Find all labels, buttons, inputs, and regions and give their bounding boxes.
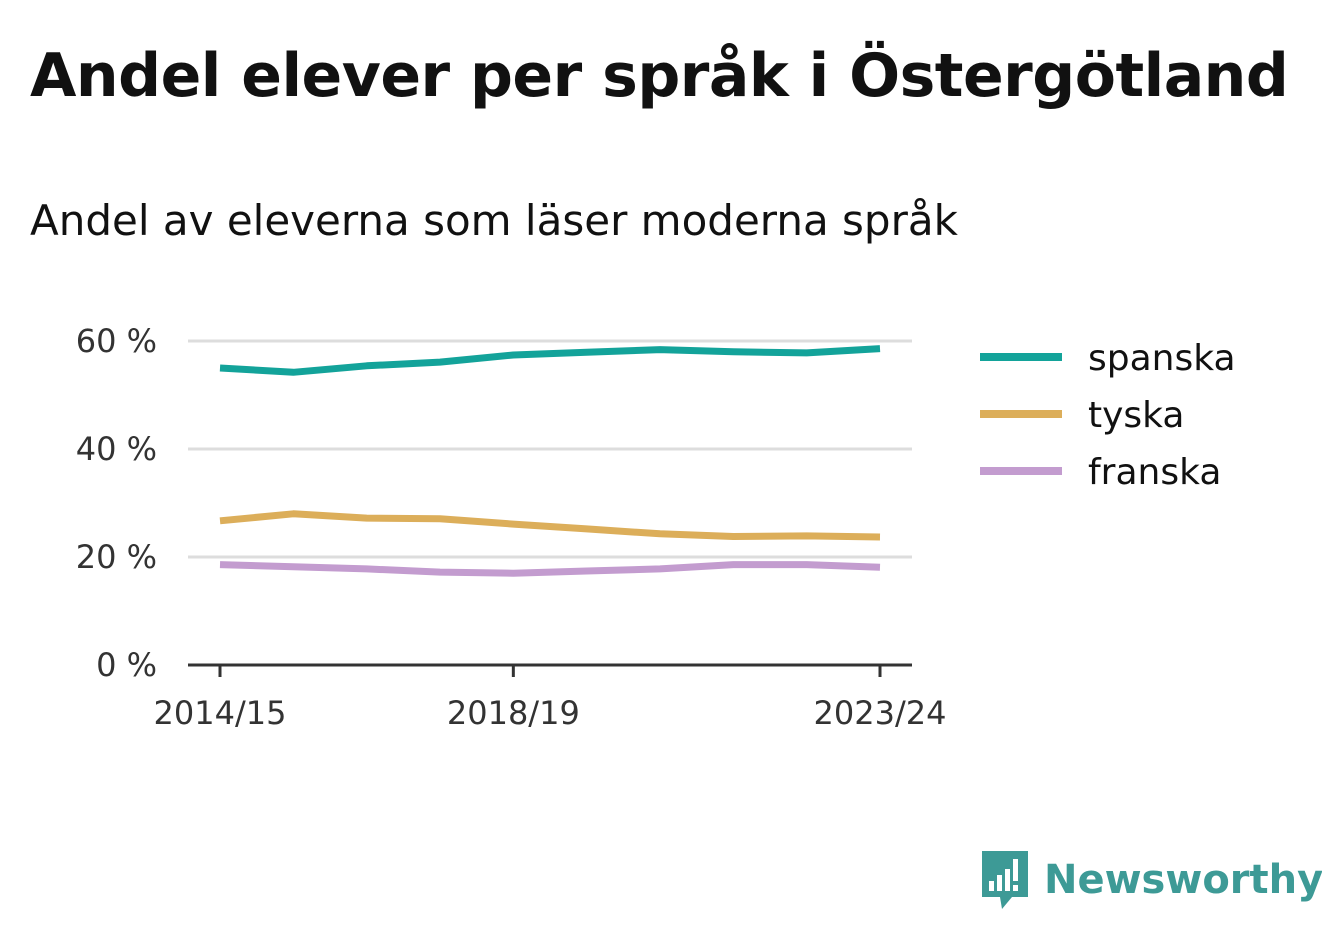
legend-label-tyska: tyska <box>1088 395 1184 436</box>
y-axis-tick-labels: 0 % 20 % 40 % 60 % <box>76 322 157 684</box>
chart-subtitle: Andel av eleverna som läser moderna språ… <box>30 196 958 245</box>
y-tick-label: 40 % <box>76 430 157 468</box>
y-tick-label: 20 % <box>76 538 157 576</box>
legend: spanska tyska franska <box>980 338 1236 493</box>
y-tick-label: 60 % <box>76 322 157 360</box>
line-chart: 0 % 20 % 40 % 60 % 2014/15 2018/19 2023/24 sp… <box>76 322 1236 732</box>
legend-label-spanska: spanska <box>1088 338 1236 379</box>
series-line-franska <box>219 561 881 577</box>
series-line-spanska <box>219 345 881 376</box>
series-lines <box>219 345 881 577</box>
x-tick-label: 2014/15 <box>154 694 287 732</box>
x-axis: 2014/15 2018/19 2023/24 <box>154 663 947 732</box>
chart-title: Andel elever per språk i Östergötland <box>30 41 1289 111</box>
legend-label-franska: franska <box>1088 452 1221 493</box>
series-line-tyska <box>219 510 881 541</box>
newsworthy-chat-chart-icon <box>982 851 1028 909</box>
brand-name: Newsworthy <box>1044 857 1322 903</box>
y-tick-label: 0 % <box>96 646 157 684</box>
x-tick-label: 2023/24 <box>814 694 947 732</box>
brand-logo: Newsworthy <box>980 848 1322 912</box>
grid-lines <box>188 339 912 559</box>
x-tick-label: 2018/19 <box>447 694 580 732</box>
